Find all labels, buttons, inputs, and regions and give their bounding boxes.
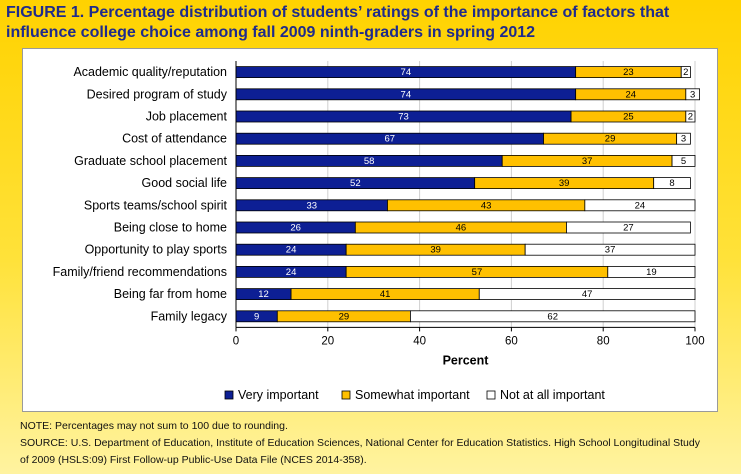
bar-s2-11 xyxy=(410,310,696,323)
data-label-s2-9: 19 xyxy=(646,267,657,278)
bar-s2-3 xyxy=(676,132,691,145)
category-label-7: Being close to home xyxy=(114,221,227,235)
data-label-s2-0: 2 xyxy=(683,67,688,78)
data-label-s2-2: 2 xyxy=(688,112,693,123)
data-label-s1-8: 39 xyxy=(430,245,441,256)
data-label-s1-1: 24 xyxy=(625,89,636,100)
category-label-3: Cost of attendance xyxy=(122,132,227,146)
data-label-s1-7: 46 xyxy=(456,223,467,234)
data-label-s0-7: 26 xyxy=(290,223,301,234)
data-label-s1-0: 23 xyxy=(623,67,634,78)
data-label-s0-10: 12 xyxy=(258,289,269,300)
legend-swatch-2 xyxy=(486,390,496,400)
data-label-s0-9: 24 xyxy=(286,267,297,278)
legend-label-1: Somewhat important xyxy=(355,388,470,402)
data-label-s0-0: 74 xyxy=(401,67,412,78)
x-tick-label-60: 60 xyxy=(505,335,518,347)
data-label-s2-6: 24 xyxy=(635,200,646,211)
x-tick-label-20: 20 xyxy=(321,335,334,347)
category-label-5: Good social life xyxy=(142,176,228,190)
data-label-s1-9: 57 xyxy=(472,267,483,278)
legend-swatch-0 xyxy=(224,390,234,400)
bar-s2-10 xyxy=(478,288,696,301)
x-tick-label-40: 40 xyxy=(413,335,426,347)
data-label-s1-10: 41 xyxy=(380,289,391,300)
data-label-s0-8: 24 xyxy=(286,245,297,256)
data-label-s1-11: 29 xyxy=(339,311,350,322)
legend-swatch-1 xyxy=(341,390,351,400)
bar-s2-5 xyxy=(653,177,691,190)
category-label-11: Family legacy xyxy=(151,309,228,323)
data-label-s0-11: 9 xyxy=(254,311,259,322)
x-axis-title: Percent xyxy=(443,353,490,367)
data-label-s2-4: 5 xyxy=(681,156,686,167)
legend-label-2: Not at all important xyxy=(500,388,605,402)
data-label-s0-4: 58 xyxy=(364,156,375,167)
category-label-8: Opportunity to play sports xyxy=(85,243,227,257)
note-text: NOTE: Percentages may not sum to 100 due… xyxy=(20,420,288,432)
figure-title-line-1: FIGURE 1. Percentage distribution of stu… xyxy=(6,4,670,21)
bar-s2-0 xyxy=(680,66,691,79)
category-label-10: Being far from home xyxy=(114,287,227,301)
figure-title: FIGURE 1. Percentage distribution of stu… xyxy=(6,3,736,43)
data-label-s0-1: 74 xyxy=(401,89,412,100)
bar-s2-7 xyxy=(566,221,691,234)
figure-notes: NOTE: Percentages may not sum to 100 due… xyxy=(20,418,732,469)
bar-s2-1 xyxy=(685,88,700,101)
source-text-line-1: SOURCE: U.S. Department of Education, In… xyxy=(20,437,700,449)
bar-s2-2 xyxy=(685,110,696,123)
data-label-s0-2: 73 xyxy=(398,112,409,123)
category-label-0: Academic quality/reputation xyxy=(73,65,227,79)
data-label-s2-1: 3 xyxy=(690,89,695,100)
bar-s2-9 xyxy=(607,265,696,278)
source-text-line-2: of 2009 (HSLS:09) First Follow-up Public… xyxy=(20,454,367,466)
chart-panel: Academic quality/reputation 74 23 2 Desired … xyxy=(22,48,718,412)
data-label-s1-6: 43 xyxy=(481,200,492,211)
legend-label-0: Very important xyxy=(238,388,319,402)
data-label-s0-6: 33 xyxy=(306,200,317,211)
bar-s2-4 xyxy=(671,155,696,167)
x-tick-label-0: 0 xyxy=(233,335,239,347)
data-label-s1-2: 25 xyxy=(623,112,634,123)
category-label-6: Sports teams/school spirit xyxy=(84,198,228,212)
data-label-s1-5: 39 xyxy=(559,178,570,189)
category-label-4: Graduate school placement xyxy=(74,154,227,168)
bar-s2-6 xyxy=(584,199,696,212)
data-label-s2-5: 8 xyxy=(669,178,674,189)
data-label-s2-8: 37 xyxy=(605,245,616,256)
figure-title-line-2: influence college choice among fall 2009… xyxy=(6,24,536,41)
data-label-s2-11: 62 xyxy=(547,311,558,322)
x-tick-label-80: 80 xyxy=(597,335,610,347)
x-tick-label-100: 100 xyxy=(685,335,704,347)
bar-s2-8 xyxy=(524,243,696,256)
data-label-s2-7: 27 xyxy=(623,223,634,234)
data-label-s2-10: 47 xyxy=(582,289,593,300)
stacked-bar-chart: Academic quality/reputation 74 23 2Desired … xyxy=(53,61,705,402)
category-label-1: Desired program of study xyxy=(87,87,228,101)
data-label-s1-3: 29 xyxy=(605,134,616,145)
category-label-2: Job placement xyxy=(146,110,228,124)
category-label-9: Family/friend recommendations xyxy=(53,265,227,279)
data-label-s0-5: 52 xyxy=(350,178,361,189)
data-label-s1-4: 37 xyxy=(582,156,593,167)
data-label-s0-3: 67 xyxy=(384,134,395,145)
data-label-s2-3: 3 xyxy=(681,134,686,145)
